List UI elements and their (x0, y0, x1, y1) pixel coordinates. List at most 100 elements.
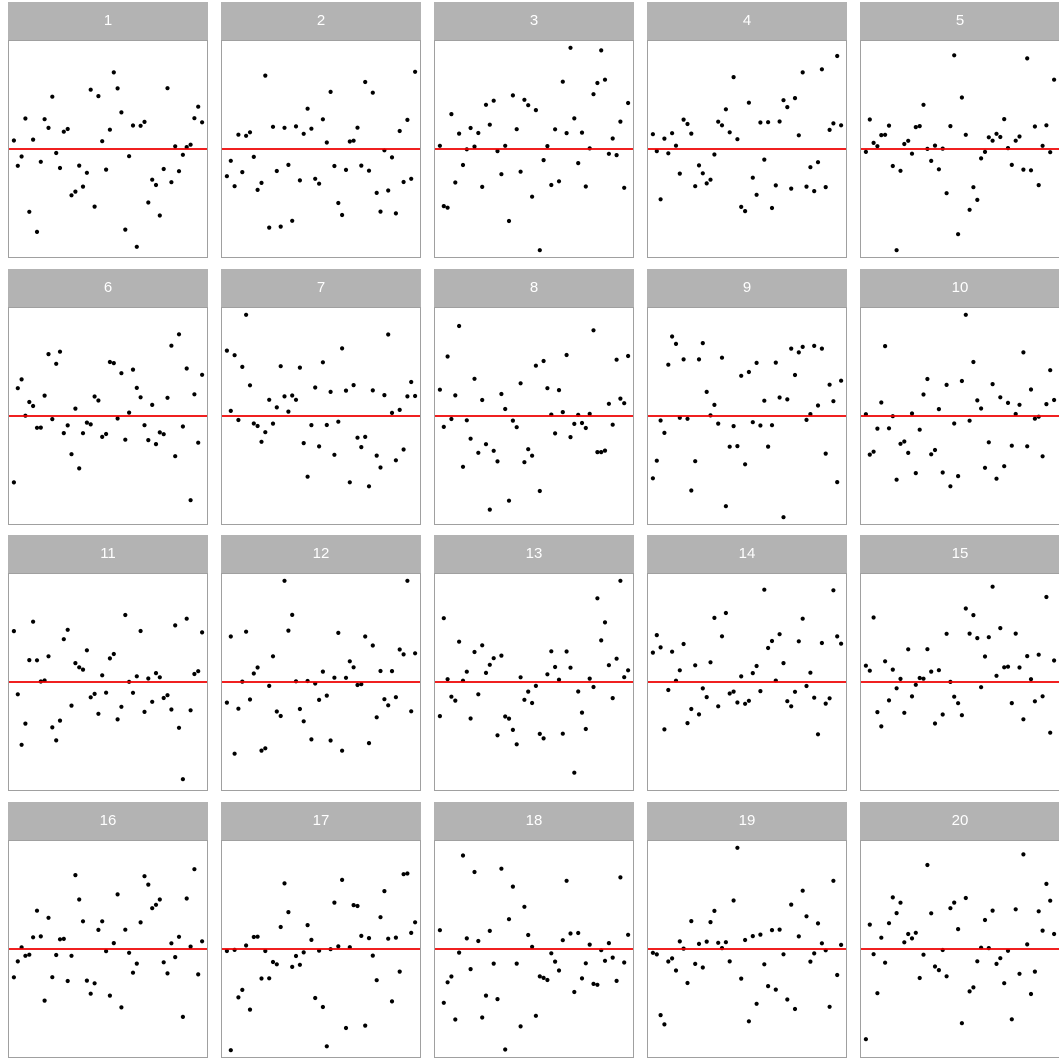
data-point (887, 124, 891, 128)
data-point (1006, 401, 1010, 405)
data-point (519, 381, 523, 385)
facet-strip: 14 (647, 535, 847, 573)
facet-label: 12 (221, 535, 421, 573)
data-point (1025, 942, 1029, 946)
data-point (236, 707, 240, 711)
data-point (317, 444, 321, 448)
plot-area (434, 573, 634, 791)
data-point (1014, 907, 1018, 911)
data-point (724, 504, 728, 508)
facet-panel-2: 2 (221, 2, 421, 258)
data-point (169, 344, 173, 348)
data-point (499, 867, 503, 871)
data-point (895, 478, 899, 482)
data-point (294, 398, 298, 402)
data-point (405, 118, 409, 122)
data-point (108, 994, 112, 998)
data-point (449, 417, 453, 421)
data-point (442, 1001, 446, 1005)
facet-panel-5: 5 (860, 2, 1059, 258)
data-point (895, 686, 899, 690)
data-point (263, 74, 267, 78)
data-point (607, 941, 611, 945)
data-point (674, 968, 678, 972)
data-point (1025, 56, 1029, 60)
data-point (123, 613, 127, 617)
data-point (545, 978, 549, 982)
data-point (812, 189, 816, 193)
data-point (142, 874, 146, 878)
data-point (561, 938, 565, 942)
scatter-plot (647, 307, 847, 525)
data-point (701, 965, 705, 969)
data-point (937, 407, 941, 411)
data-point (1029, 677, 1033, 681)
data-point (584, 961, 588, 965)
data-point (801, 617, 805, 621)
data-point (189, 498, 193, 502)
data-point (476, 131, 480, 135)
data-point (189, 945, 193, 949)
data-point (465, 936, 469, 940)
data-point (386, 937, 390, 941)
data-point (503, 714, 507, 718)
data-point (298, 366, 302, 370)
data-point (386, 703, 390, 707)
data-point (259, 976, 263, 980)
data-point (948, 124, 952, 128)
data-point (918, 124, 922, 128)
data-point (914, 683, 918, 687)
data-point (282, 126, 286, 130)
data-point (146, 200, 150, 204)
data-point (413, 651, 417, 655)
data-point (344, 676, 348, 680)
data-point (689, 919, 693, 923)
data-point (457, 951, 461, 955)
data-point (991, 382, 995, 386)
data-point (762, 158, 766, 162)
data-point (975, 636, 979, 640)
data-point (615, 153, 619, 157)
data-point (196, 441, 200, 445)
data-point (35, 426, 39, 430)
data-point (200, 939, 204, 943)
data-point (93, 692, 97, 696)
data-point (352, 383, 356, 387)
data-point (914, 931, 918, 935)
data-point (177, 332, 181, 336)
data-point (131, 368, 135, 372)
data-point (983, 918, 987, 922)
facet-strip: 19 (647, 802, 847, 840)
data-point (526, 690, 530, 694)
data-point (142, 423, 146, 427)
data-point (1052, 658, 1056, 662)
data-point (561, 410, 565, 414)
data-point (31, 138, 35, 142)
data-point (73, 407, 77, 411)
data-point (173, 955, 177, 959)
data-point (1037, 653, 1041, 657)
data-point (781, 98, 785, 102)
data-point (937, 167, 941, 171)
data-point (1037, 183, 1041, 187)
data-point (678, 668, 682, 672)
data-point (774, 183, 778, 187)
facet-strip: 2 (221, 2, 421, 40)
data-point (732, 690, 736, 694)
data-point (363, 80, 367, 84)
data-point (994, 962, 998, 966)
data-point (678, 939, 682, 943)
data-point (964, 606, 968, 610)
data-point (557, 179, 561, 183)
data-point (290, 965, 294, 969)
data-point (100, 919, 104, 923)
data-point (325, 423, 329, 427)
data-point (1041, 694, 1045, 698)
facet-panel-9: 9 (647, 269, 847, 525)
data-point (409, 709, 413, 713)
data-point (615, 358, 619, 362)
plot-area (221, 307, 421, 525)
data-point (964, 896, 968, 900)
data-point (96, 928, 100, 932)
facet-strip: 20 (860, 802, 1059, 840)
